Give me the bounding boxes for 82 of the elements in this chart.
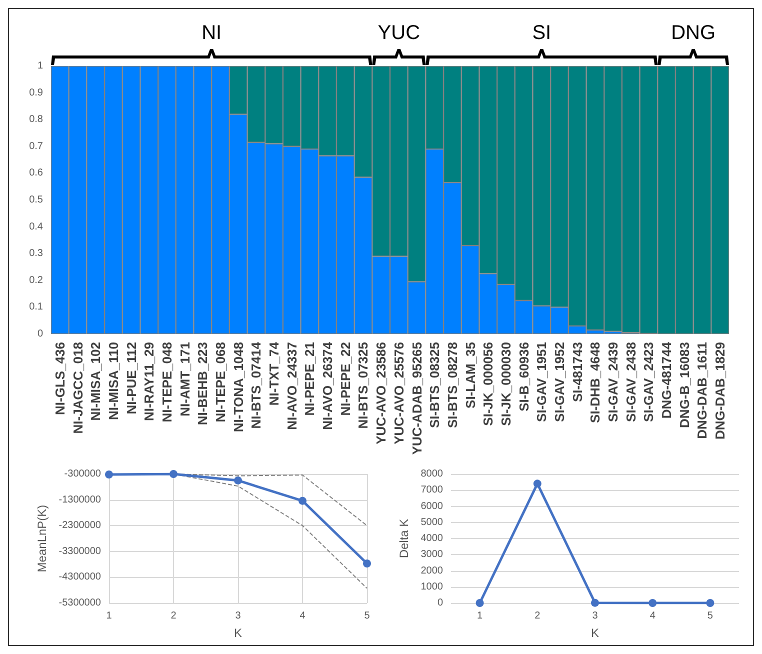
text: SI [532,22,552,44]
x-tick-label: 5 [707,610,714,622]
text: DNG [671,22,716,44]
x-tick-label: NI-MISA_110 [106,342,121,420]
x-tick-label: SI-BTS_08278 [444,342,460,428]
x-tick-label: DNG-DAB_1829 [712,342,728,440]
y-tick-label: -2300000 [58,520,102,532]
x-tick-label: NI-JAGCC_018 [70,342,86,434]
y-tick-label: 1 [37,60,44,72]
y-tick-label: -5300000 [58,598,102,608]
y-tick-label: -4300000 [58,572,102,583]
x-axis-title: K [590,626,600,640]
x-tick-label: SI-DHB_4648 [588,342,603,423]
x-tick-label: SI-GAV_1951 [534,342,550,422]
y-tick-label: 1000 [420,581,444,592]
x-tick-label: NI-AVO_26374 [320,341,336,430]
x-tick-label: NI-MISA_102 [88,342,104,421]
x-tick-label: 3 [235,610,242,622]
y-tick-label: 0.5 [29,194,44,206]
x-tick-label: SI-JK_000030 [498,342,514,426]
y-tick-label: 5000 [420,516,444,528]
x-tick-label: YUC-ADAB_95265 [409,342,424,455]
y-tick-label: -3300000 [58,546,102,557]
x-tick-label: SI-LAM_35 [462,342,478,408]
x-tick-label: 5 [364,610,370,622]
x-tick-label: NI-BEHB_223 [195,342,210,426]
x-tick-label: SI-GAV_2438 [623,342,638,422]
x-tick-label: SI-B_60936 [516,342,532,412]
y-tick-label: -300000 [64,468,102,480]
x-tick-label: SI-BTS_08325 [427,342,442,428]
x-tick-label: DNG-B_16083 [676,342,692,428]
y-tick-label: 3000 [420,549,444,560]
x-tick-label: 4 [300,610,306,622]
x-tick-label: NI-AVO_24337 [284,342,300,430]
x-tick-label: SI-GAV_2423 [641,342,656,422]
x-tick-label: SI-GAV_1952 [552,342,567,422]
y-tick-label: 2000 [420,565,444,576]
x-tick-label: NI-GLS_436 [52,342,68,415]
text: NI [202,22,222,44]
x-tick-label: YUC-AVO_25576 [391,342,406,444]
y-tick-label: 4000 [420,533,444,544]
x-tick-label: NI-TONA_1048 [230,342,246,432]
text: YUC [378,22,420,44]
y-tick-label: 8000 [420,468,444,480]
y-tick-label: -1300000 [58,494,102,506]
x-tick-label: 1 [477,610,484,622]
y-tick-label: 0.1 [29,302,44,313]
y-axis-title: Delta K [396,518,411,558]
x-tick-label: 2 [534,610,541,622]
x-tick-label: SI-481743 [570,342,585,402]
y-tick-label: 0.3 [29,248,44,260]
y-tick-label: 0 [37,328,44,340]
y-tick-label: 6000 [420,500,444,512]
y-tick-label: 0.6 [29,168,44,179]
x-tick-label: SI-JK_000056 [480,342,496,426]
x-axis-title: K [234,626,242,640]
x-tick-label: YUC-AVO_23586 [374,342,389,444]
x-tick-label: NI-PEPE_22 [338,342,353,416]
x-tick-label: NI-PEPE_21 [302,342,318,416]
x-tick-label: DNG-481744 [659,341,674,419]
y-tick-label: 0.2 [29,274,44,286]
x-tick-label: 4 [650,610,656,622]
y-tick-label: 0.4 [29,221,44,232]
y-axis-title: MeanLnP(K) [34,504,49,572]
x-tick-label: NI-RAY11_29 [142,342,157,422]
y-tick-label: 0.9 [29,87,44,98]
x-tick-label: SI-GAV_2439 [606,342,621,422]
y-tick-label: 0 [437,598,444,608]
x-tick-label: NI-TEPE_068 [213,342,228,422]
x-tick-label: 1 [106,610,112,622]
x-tick-label: NI-TXT_74 [266,341,282,406]
y-tick-label: 7000 [420,484,444,496]
x-tick-label: 3 [592,610,598,622]
x-tick-label: NI-AMT_171 [177,342,192,416]
x-tick-label: NI-TEPE_048 [159,342,174,422]
y-tick-label: 0.8 [29,114,44,126]
x-tick-label: NI-BTS_07414 [248,341,264,429]
x-tick-label: 2 [170,610,177,622]
x-tick-label: NI-PUE_112 [124,342,139,414]
x-tick-label: DNG-DAB_1611 [694,342,710,439]
y-tick-label: 0.7 [29,140,44,152]
x-tick-label: NI-BTS_07325 [356,342,371,429]
